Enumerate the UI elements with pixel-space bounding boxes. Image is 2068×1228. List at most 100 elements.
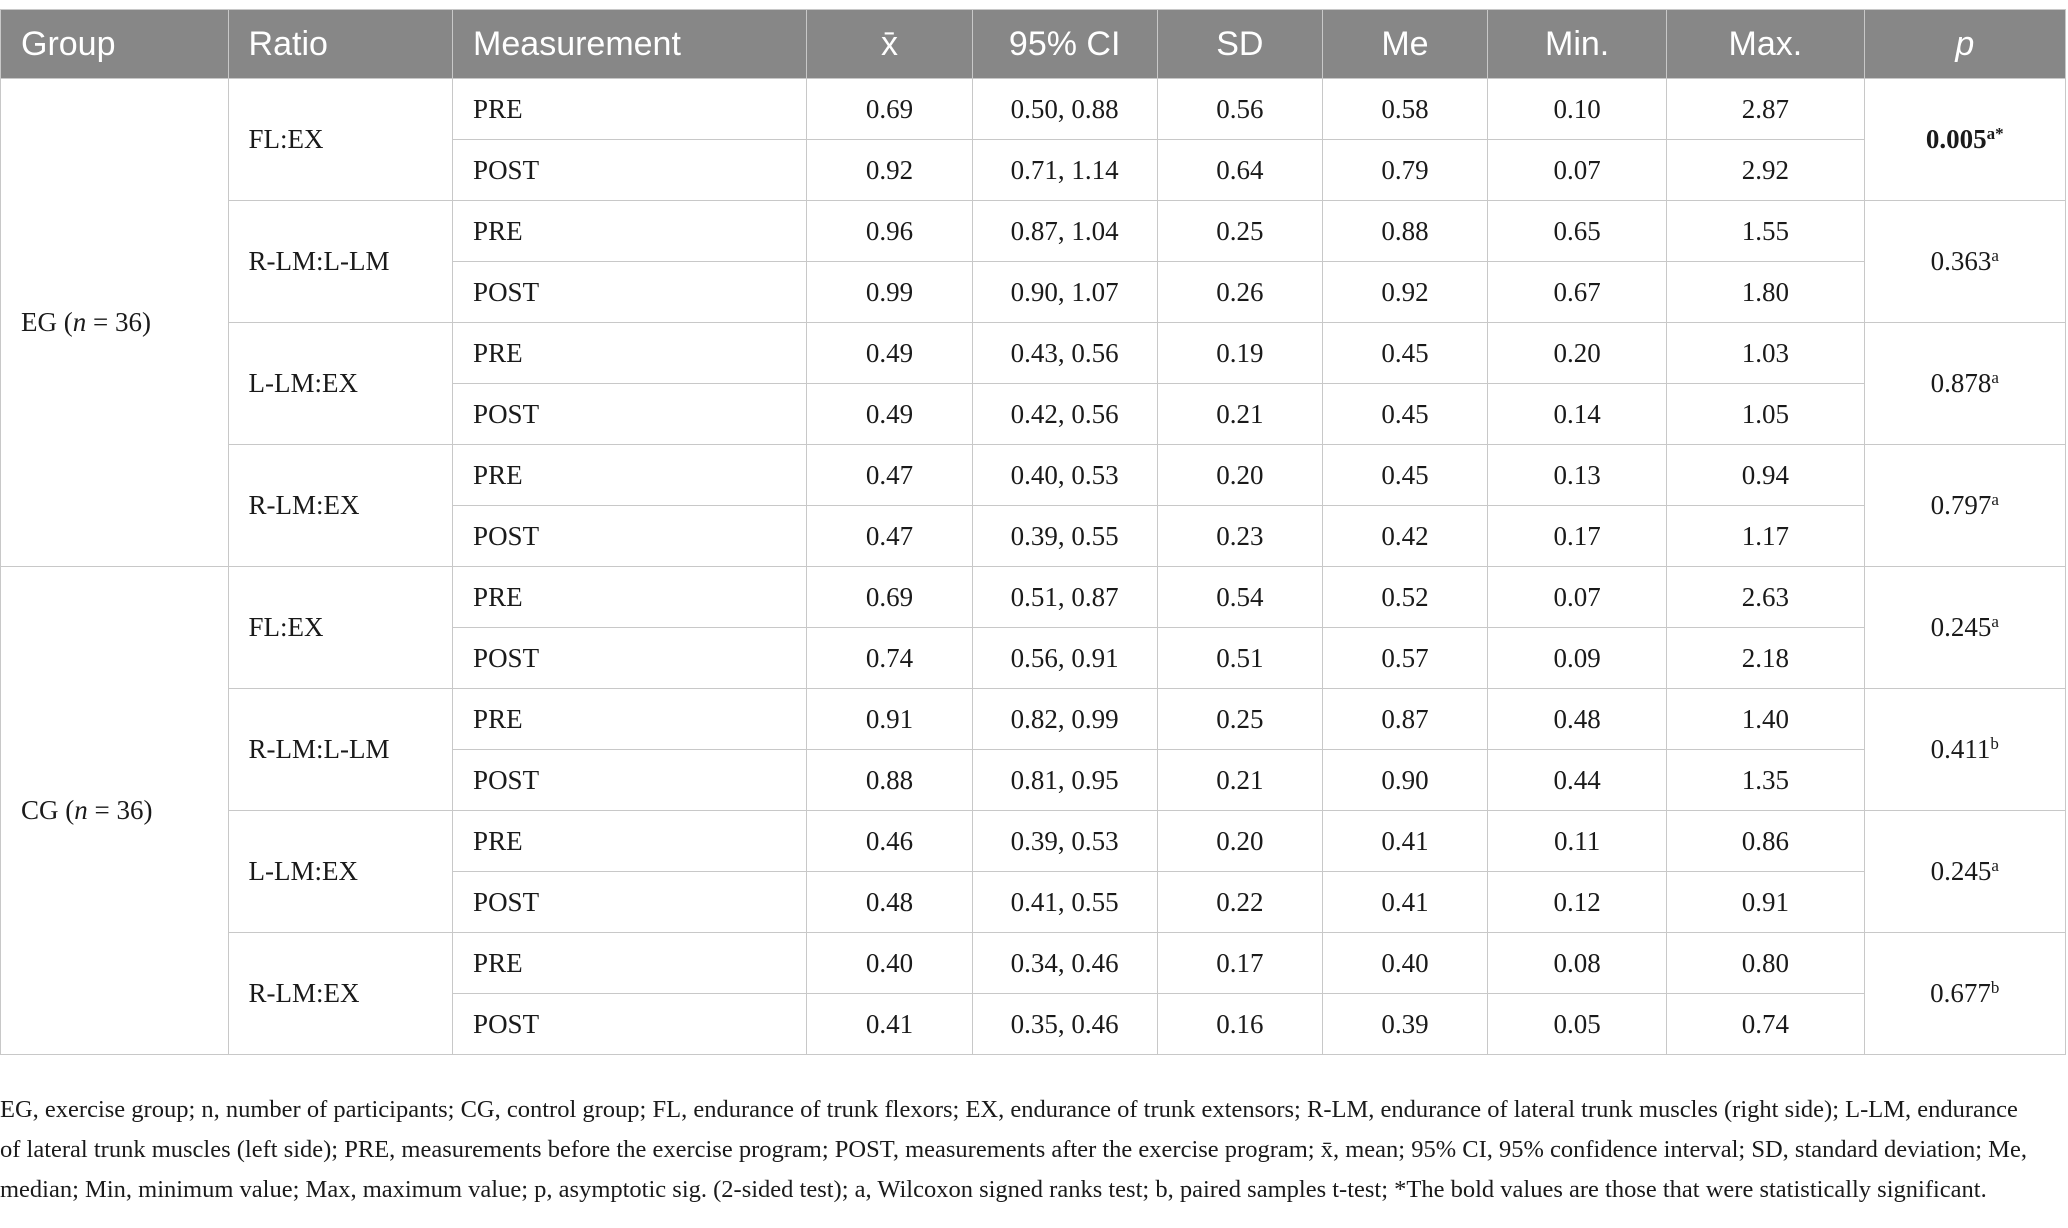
sd-cell: 0.20 [1156,810,1323,872]
measurement-cell: POST [452,383,808,445]
median-cell: 0.57 [1321,627,1489,689]
ratio-cell: L-LM:EX [227,322,454,445]
min-cell: 0.11 [1487,810,1668,872]
measurement-cell: POST [452,993,808,1055]
table-body: EG (n = 36) FL:EX PRE 0.69 0.50, 0.88 0.56 0.5… [0,78,2067,1055]
group-label: CG ( [21,795,75,825]
group-n-value: = 36) [87,795,153,825]
min-cell: 0.14 [1487,383,1668,445]
mean-cell: 0.46 [806,810,973,872]
mean-cell: 0.41 [806,993,973,1055]
header-median: Me [1321,9,1489,79]
ratio-cell: R-LM:EX [227,444,454,567]
measurement-cell: PRE [452,810,808,872]
ratio-cell: R-LM:EX [227,932,454,1055]
ci-cell: 0.34, 0.46 [971,932,1158,994]
max-cell: 1.55 [1666,200,1865,262]
ratio-cell: FL:EX [227,78,454,201]
p-value-footnote-mark: a [1991,246,1999,265]
p-value: 0.878 [1930,368,1992,398]
p-value-cell: 0.363a [1863,200,2067,323]
measurement-cell: PRE [452,932,808,994]
median-cell: 0.79 [1321,139,1489,201]
min-cell: 0.44 [1487,749,1668,811]
p-value-cell: 0.677b [1863,932,2067,1055]
header-max: Max. [1666,9,1865,79]
mean-cell: 0.49 [806,383,973,445]
table-row: POST 0.74 0.56, 0.91 0.51 0.57 0.09 2.18 [1,627,2066,689]
ratio-cell: FL:EX [227,566,454,689]
table-row: POST 0.48 0.41, 0.55 0.22 0.41 0.12 0.91 [1,871,2066,933]
measurement-cell: PRE [452,688,808,750]
ci-cell: 0.71, 1.14 [971,139,1158,201]
median-cell: 0.45 [1321,322,1489,384]
measurement-cell: PRE [452,566,808,628]
ci-cell: 0.42, 0.56 [971,383,1158,445]
p-value-footnote-mark: b [1990,978,2000,997]
min-cell: 0.65 [1487,200,1668,262]
p-value-footnote-mark: b [1990,734,1999,753]
table-row: CG (n = 36) FL:EX PRE 0.69 0.51, 0.87 0.54 0.5… [0,566,2067,1055]
median-cell: 0.40 [1321,932,1489,994]
table-row: R-LM:EX PRE 0.47 0.40, 0.53 0.20 0.45 0.13 0.94… [1,444,2067,567]
measurement-cell: POST [452,261,808,323]
ratio-cell: R-LM:L-LM [227,688,454,811]
max-cell: 0.86 [1666,810,1865,872]
header-mean: x̄ [806,9,973,79]
header-min: Min. [1487,9,1668,79]
table-footnote: EG, exercise group; n, number of partici… [0,1095,2027,1203]
sd-cell: 0.21 [1156,749,1323,811]
mean-cell: 0.47 [806,444,973,506]
measurement-cell: PRE [452,78,808,140]
sd-cell: 0.22 [1156,871,1323,933]
measurement-cell: PRE [452,200,808,262]
header-measurement: Measurement [452,9,808,79]
min-cell: 0.17 [1487,505,1668,567]
measurement-cell: POST [452,505,808,567]
results-table: Group Ratio Measurement x̄ 95% CI SD Me … [0,9,2067,1055]
min-cell: 0.08 [1487,932,1668,994]
min-cell: 0.67 [1487,261,1668,323]
median-cell: 0.45 [1321,444,1489,506]
median-cell: 0.58 [1321,78,1489,140]
table-row: L-LM:EX PRE 0.49 0.43, 0.56 0.19 0.45 0.20 1.03… [1,322,2067,445]
group-label: EG ( [21,307,73,337]
p-value-footnote-mark: a* [1986,124,2004,143]
p-value: 0.797 [1930,490,1992,520]
p-value: 0.245 [1930,612,1992,642]
header-sd: SD [1156,9,1323,79]
ci-cell: 0.39, 0.53 [971,810,1158,872]
mean-cell: 0.96 [806,200,973,262]
max-cell: 2.63 [1666,566,1865,628]
table-row: EG (n = 36) FL:EX PRE 0.69 0.50, 0.88 0.56 0.5… [0,78,2067,567]
sd-cell: 0.26 [1156,261,1323,323]
table-row: POST 0.49 0.42, 0.56 0.21 0.45 0.14 1.05 [1,383,2066,445]
table-row: L-LM:EX PRE 0.46 0.39, 0.53 0.20 0.41 0.11 0.86… [1,810,2067,933]
min-cell: 0.05 [1487,993,1668,1055]
median-cell: 0.92 [1321,261,1489,323]
median-cell: 0.41 [1321,810,1489,872]
ci-cell: 0.81, 0.95 [971,749,1158,811]
sd-cell: 0.25 [1156,688,1323,750]
max-cell: 0.74 [1666,993,1865,1055]
p-value: 0.245 [1930,856,1992,886]
p-value: 0.005 [1925,124,1987,154]
sd-cell: 0.19 [1156,322,1323,384]
min-cell: 0.07 [1487,566,1668,628]
measurement-cell: POST [452,627,808,689]
max-cell: 2.92 [1666,139,1865,201]
min-cell: 0.07 [1487,139,1668,201]
mean-cell: 0.40 [806,932,973,994]
ci-cell: 0.40, 0.53 [971,444,1158,506]
p-value: 0.677 [1930,978,1991,1008]
mean-cell: 0.99 [806,261,973,323]
mean-cell: 0.92 [806,139,973,201]
median-cell: 0.45 [1321,383,1489,445]
min-cell: 0.10 [1487,78,1668,140]
ci-cell: 0.39, 0.55 [971,505,1158,567]
max-cell: 0.80 [1666,932,1865,994]
ratio-cell: L-LM:EX [227,810,454,933]
measurement-cell: POST [452,139,808,201]
mean-cell: 0.69 [806,566,973,628]
max-cell: 0.94 [1666,444,1865,506]
